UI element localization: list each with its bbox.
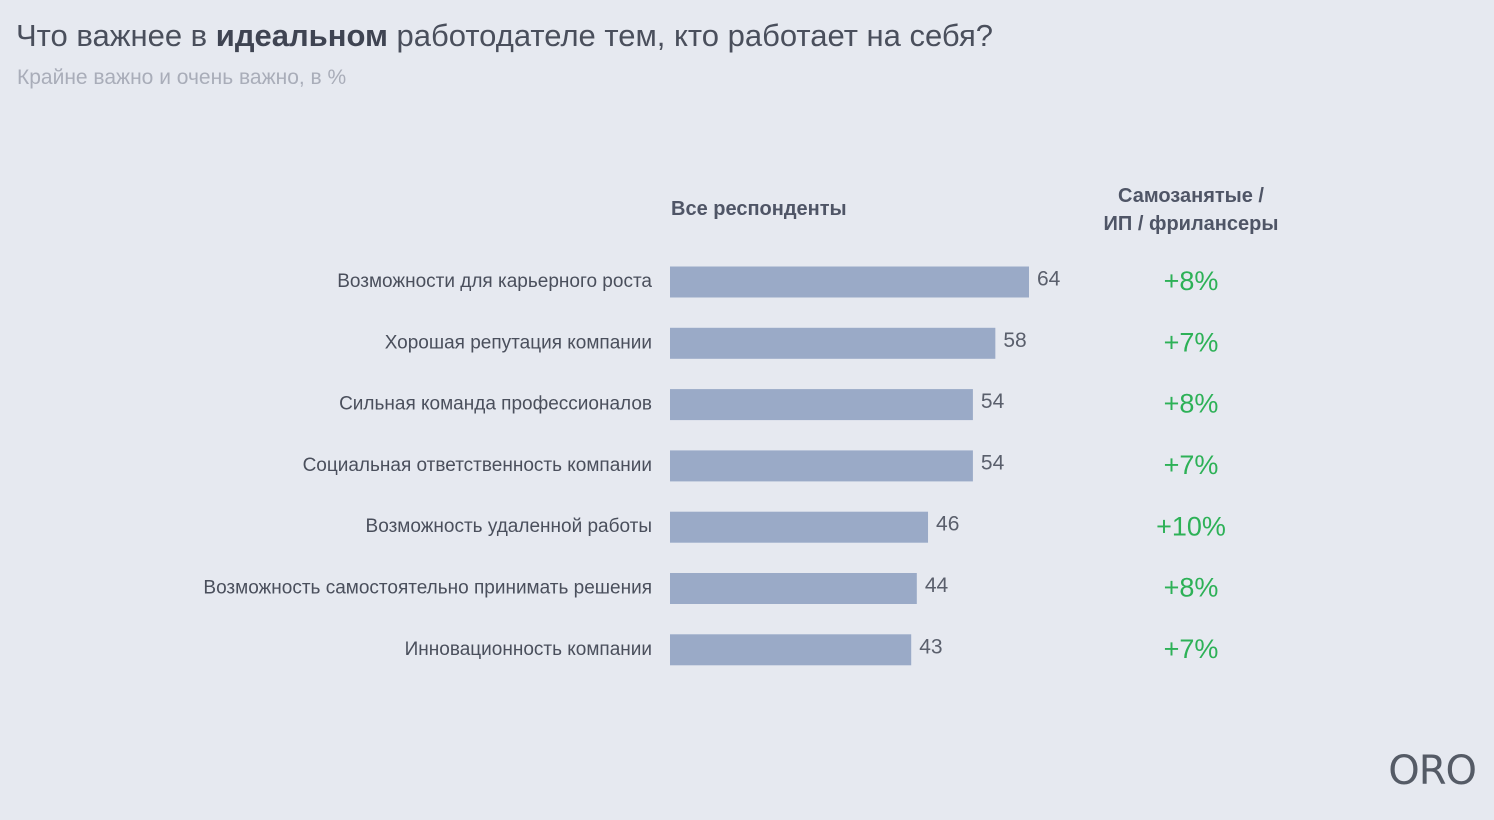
delta-label: +7% — [1164, 327, 1219, 357]
title-emphasis: идеальном — [215, 18, 388, 53]
column-header-self-employed-line2: ИП / фрилансеры — [1103, 213, 1279, 235]
bar — [670, 634, 912, 666]
page-subtitle: Крайне важно и очень важно, в % — [17, 66, 347, 89]
value-label: 54 — [981, 390, 1005, 413]
bar — [670, 266, 1029, 298]
page-title: Что важнее в идеальном работодателе тем,… — [16, 18, 993, 54]
delta-label: +8% — [1164, 573, 1219, 603]
value-label: 64 — [1037, 268, 1061, 291]
category-label: Социальная ответственность компании — [303, 455, 652, 476]
delta-label: +7% — [1164, 634, 1219, 664]
bar — [670, 327, 996, 359]
delta-label: +8% — [1164, 266, 1219, 296]
delta-label: +10% — [1156, 511, 1226, 541]
column-header-all-respondents: Все респонденты — [671, 198, 847, 220]
value-label: 46 — [936, 513, 959, 536]
category-label: Инновационность компании — [405, 639, 652, 660]
value-label: 54 — [981, 451, 1005, 474]
category-label: Возможность удаленной работы — [366, 516, 652, 537]
category-label: Возможность самостоятельно принимать реш… — [203, 578, 652, 599]
category-label: Возможности для карьерного роста — [337, 271, 652, 292]
value-label: 44 — [925, 574, 949, 597]
value-label: 58 — [1003, 329, 1026, 352]
bar — [670, 389, 973, 421]
title-start: Что важнее в — [16, 18, 216, 53]
category-label: Хорошая репутация компании — [385, 332, 652, 353]
oro-logo: ORO — [1388, 748, 1477, 794]
value-label: 43 — [919, 635, 942, 658]
delta-label: +7% — [1164, 450, 1219, 480]
title-end: работодателе тем, кто работает на себя? — [387, 18, 994, 53]
column-header-self-employed: Самозанятые / ИП / фрилансеры — [1060, 182, 1322, 238]
column-header-self-employed-line1: Самозанятые / — [1118, 185, 1264, 207]
delta-label: +8% — [1164, 389, 1219, 419]
category-label: Сильная команда профессионалов — [339, 394, 652, 415]
bar — [670, 511, 929, 543]
bar — [670, 573, 917, 604]
bar — [670, 450, 973, 482]
